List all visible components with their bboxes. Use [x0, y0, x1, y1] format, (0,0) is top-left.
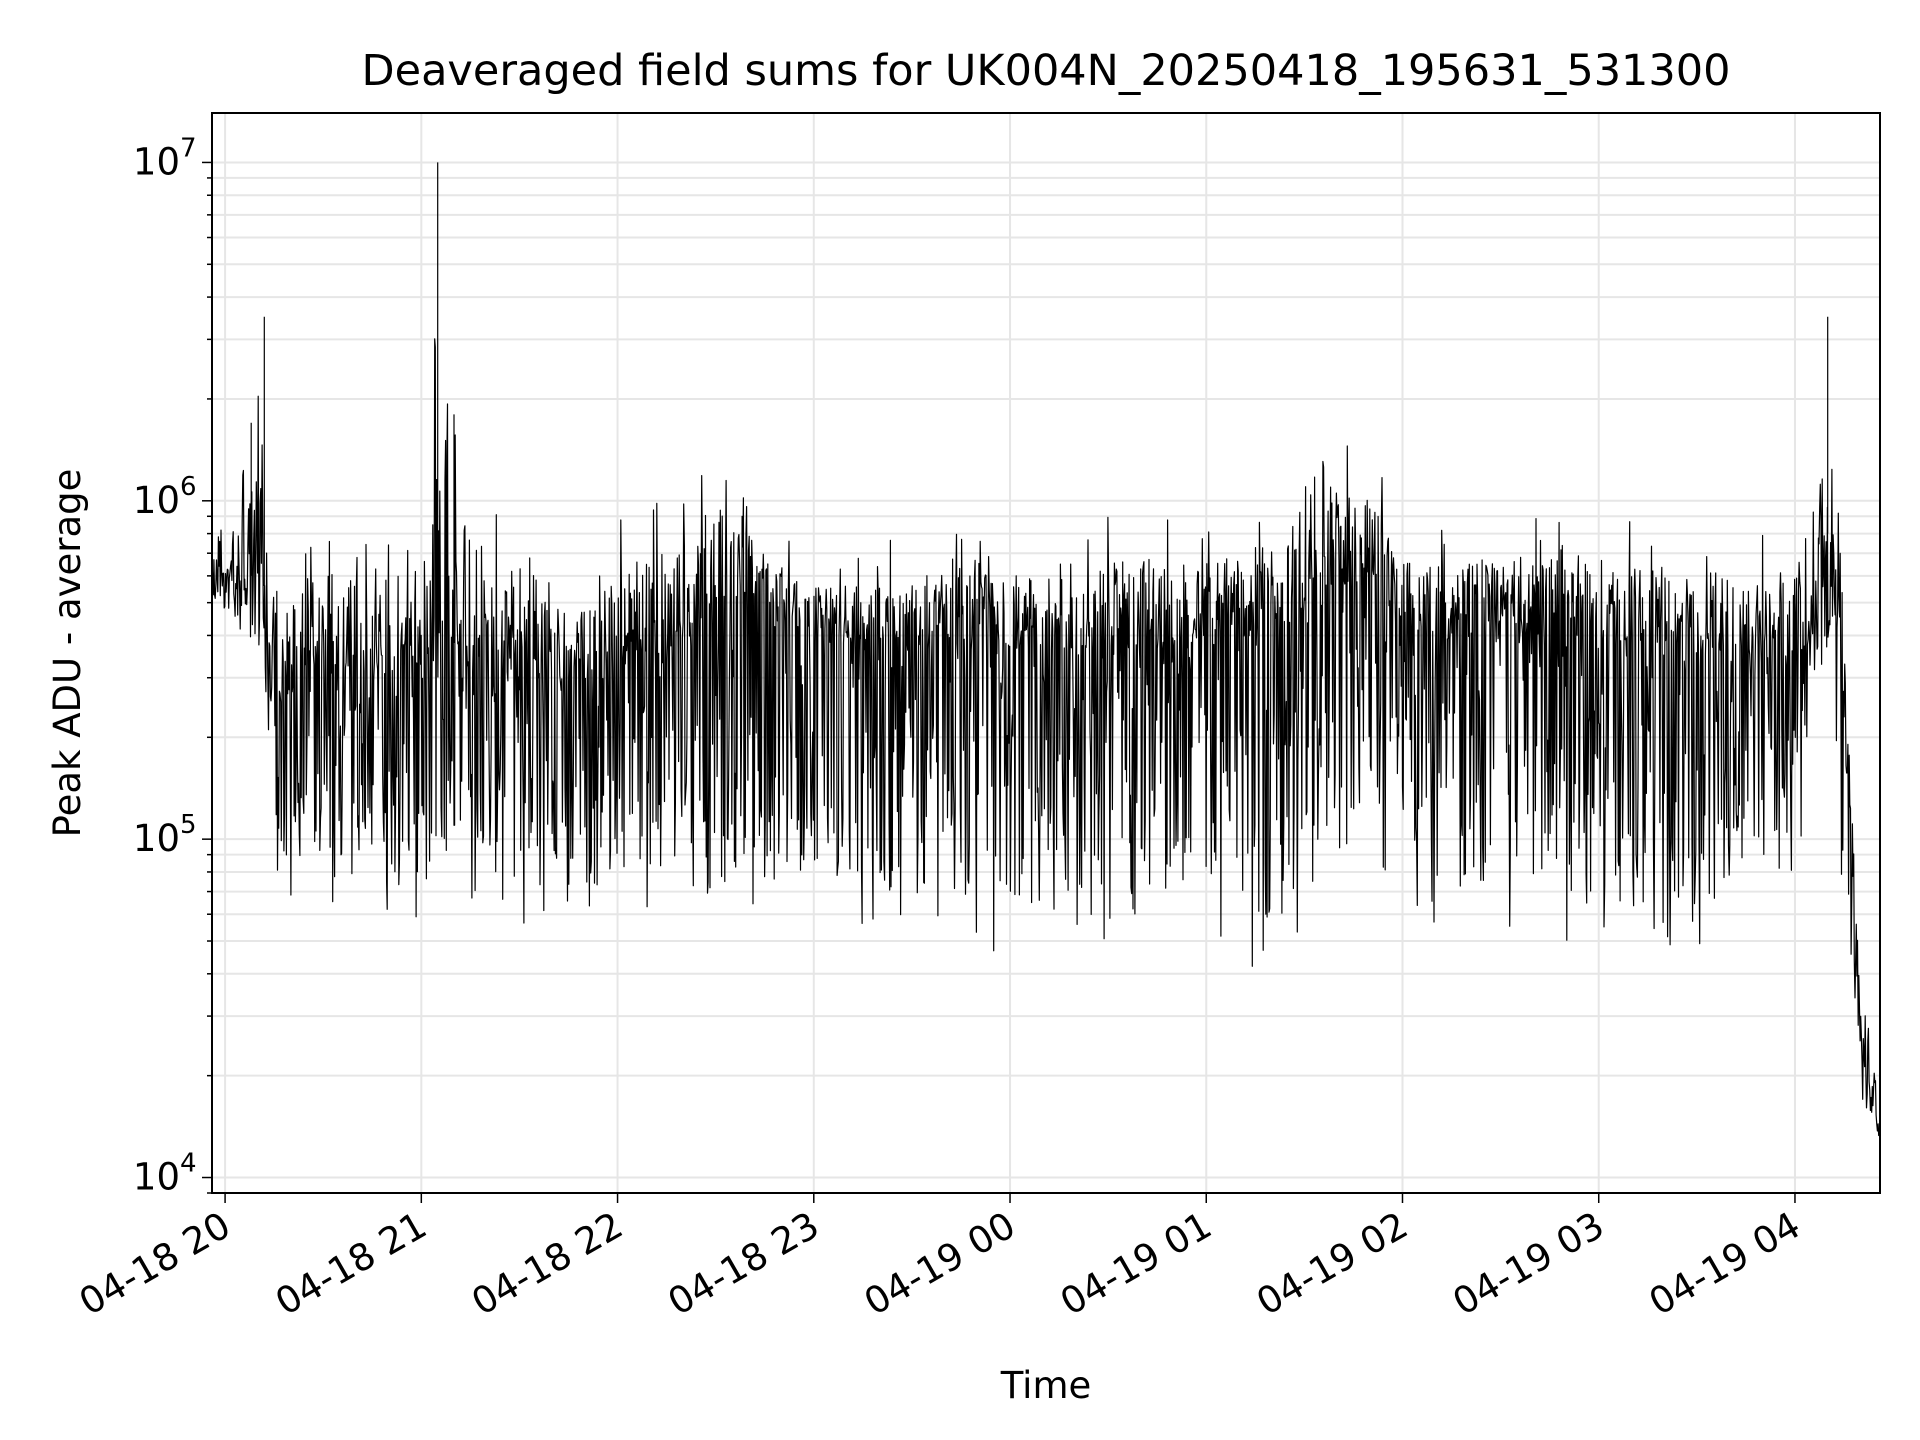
y-tick-exponent: 5: [180, 810, 197, 840]
y-axis-label: Peak ADU - average: [46, 469, 89, 838]
y-tick-exponent: 7: [180, 133, 197, 163]
y-tick-label: 10: [133, 1156, 180, 1199]
y-tick-label: 10: [133, 479, 180, 522]
y-tick-exponent: 6: [180, 472, 197, 502]
data-series-line: [211, 162, 1881, 1137]
series-line: [211, 162, 1881, 1137]
y-tick-label: 10: [133, 817, 180, 860]
grid-lines: [212, 113, 1880, 1194]
y-tick-exponent: 4: [180, 1149, 197, 1179]
chart-title: Deaveraged field sums for UK004N_2025041…: [362, 46, 1731, 96]
plot-frame: [211, 112, 1881, 1194]
y-tick-label: 10: [133, 140, 180, 183]
x-axis-label: Time: [1000, 1364, 1092, 1407]
